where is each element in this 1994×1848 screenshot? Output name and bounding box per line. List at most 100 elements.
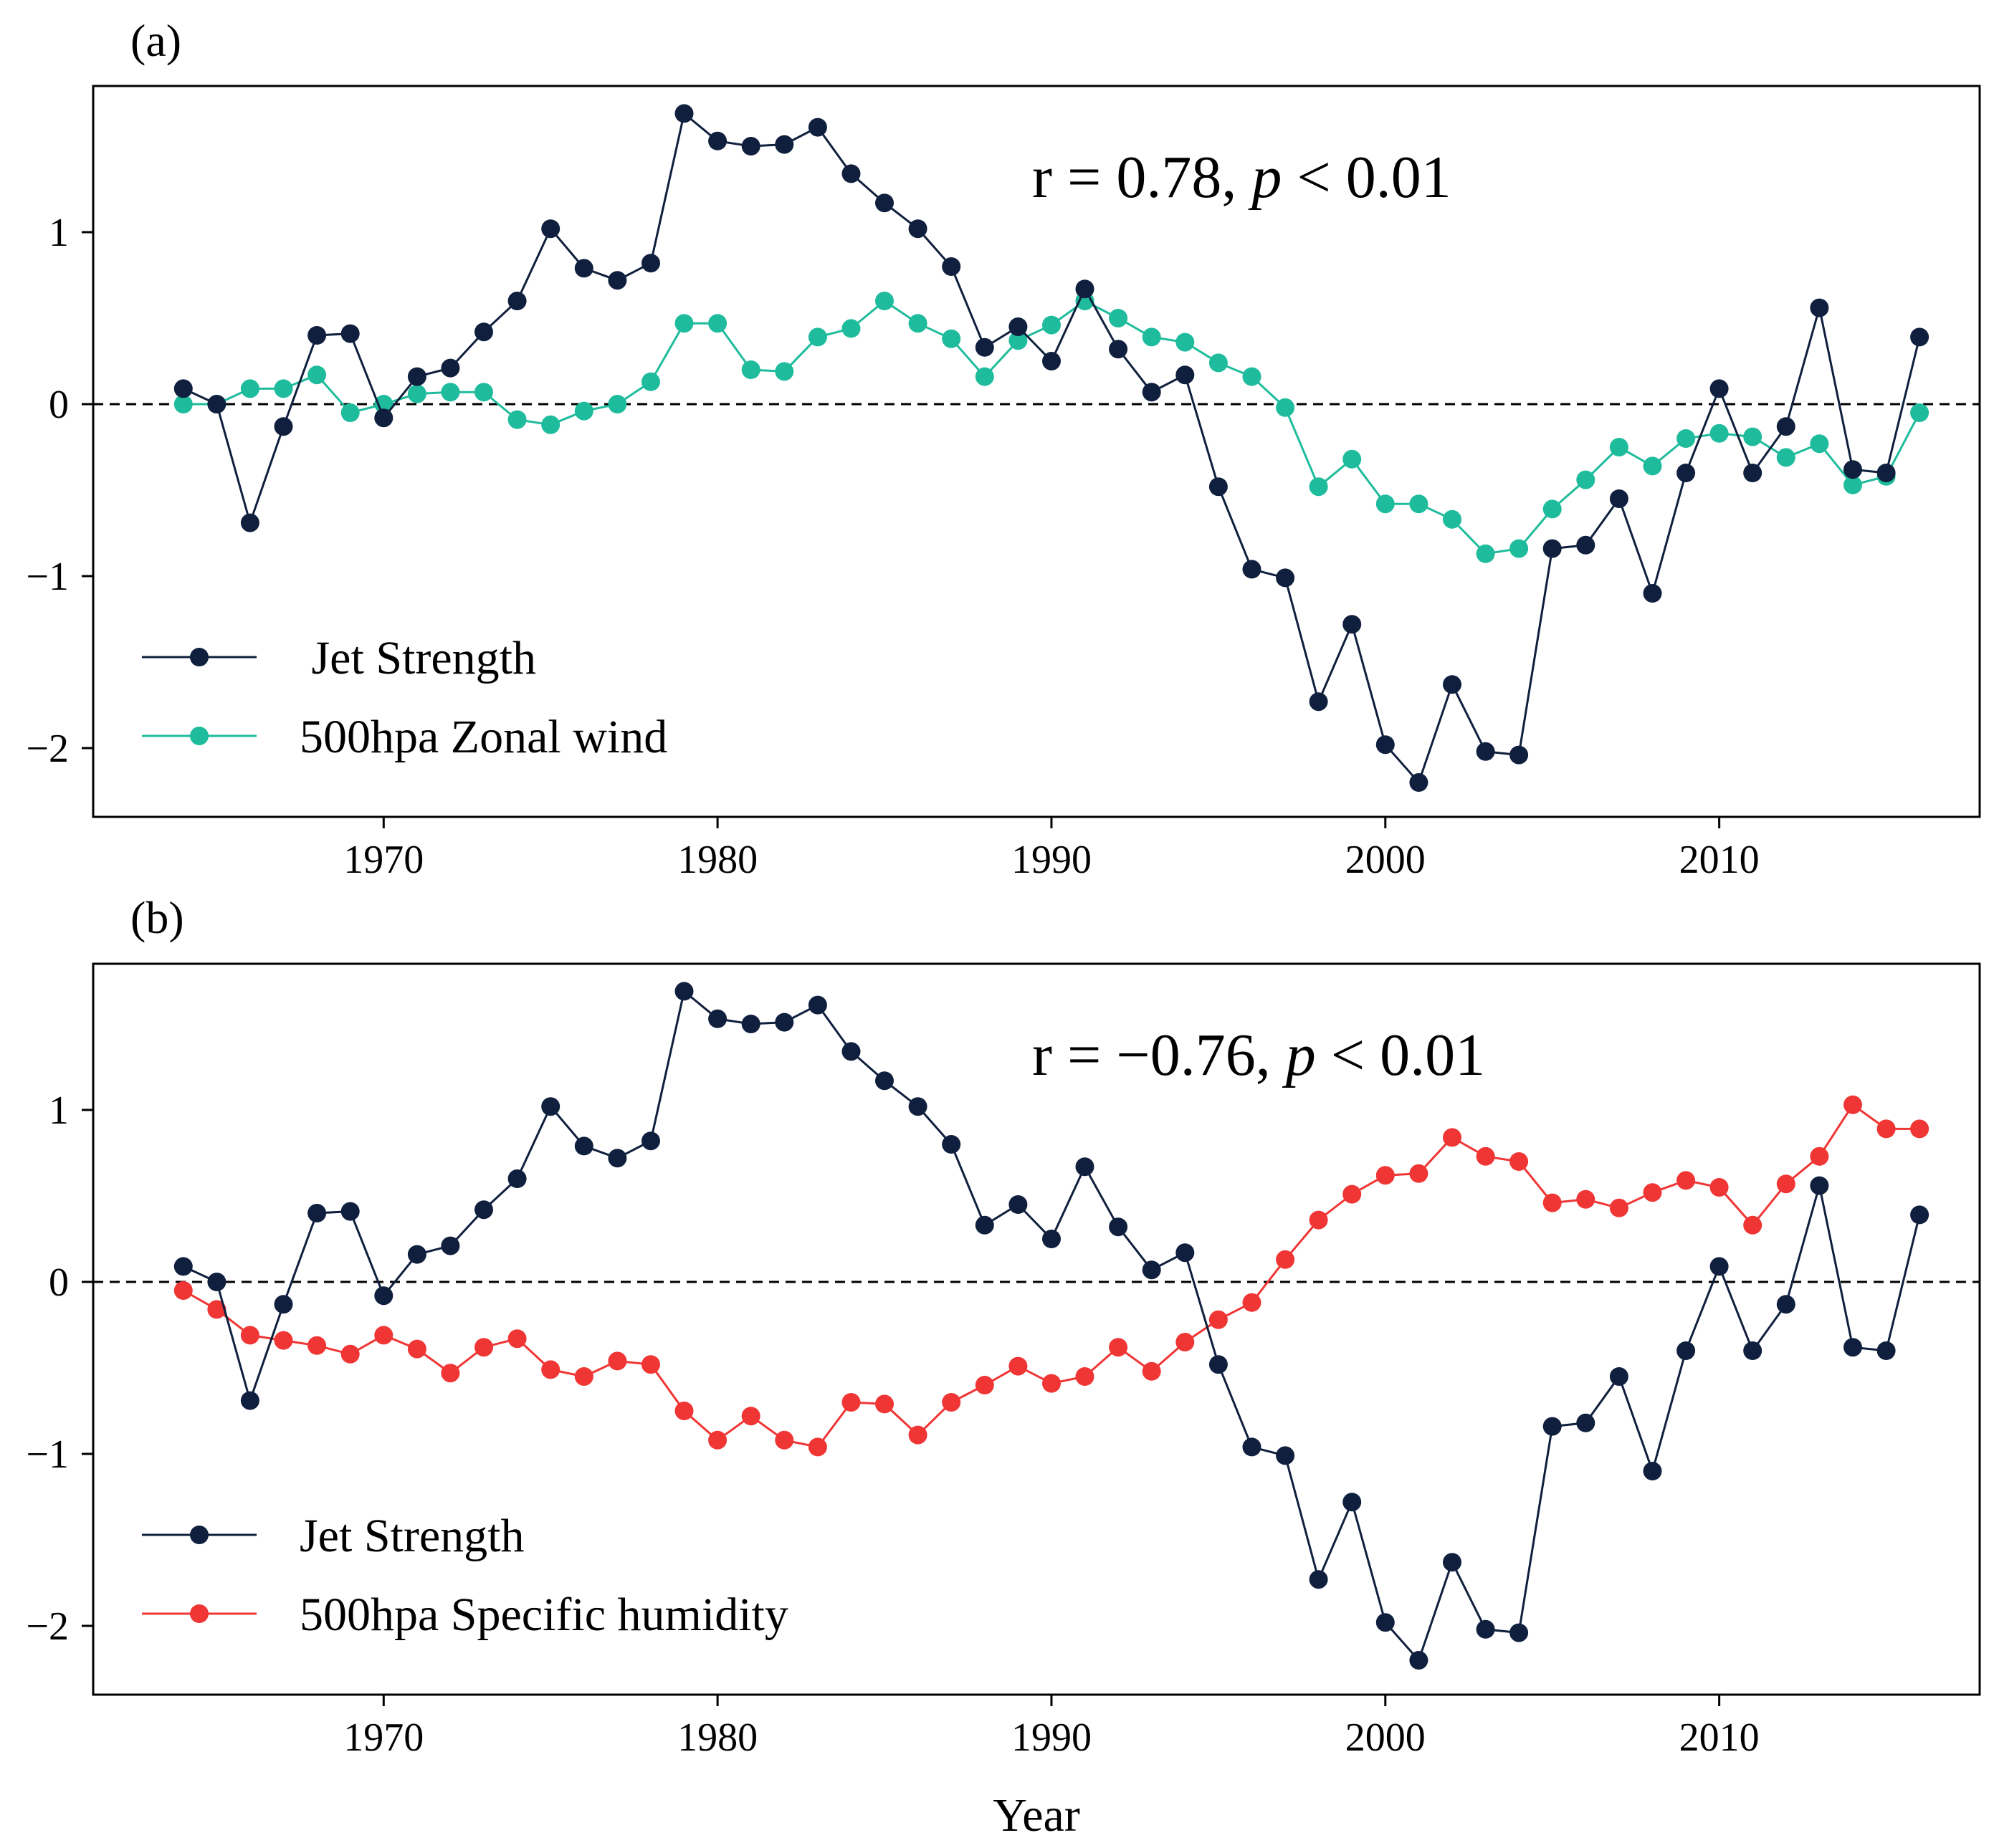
data-point [1375,494,1395,514]
x-tick-label: 1990 [1011,1715,1092,1760]
data-point [207,395,226,413]
y-tick-label: 0 [49,383,69,427]
x-tick-label: 2000 [1345,1715,1426,1760]
data-point [173,1281,193,1300]
series-500hpa-specific-humidity [173,1095,1929,1457]
data-point [1375,1166,1395,1185]
data-point [1476,742,1495,761]
data-point [1142,327,1161,347]
series-500hpa-zonal-wind [173,292,1929,563]
data-point [875,1394,894,1414]
data-point [1910,1119,1929,1139]
data-point [741,1407,760,1426]
data-point [574,1367,593,1386]
data-point [942,257,961,276]
data-point [1242,367,1261,386]
data-point [1643,1183,1662,1202]
data-point [507,1169,527,1188]
data-point [1075,1157,1094,1177]
data-point [207,1273,226,1291]
data-point [507,410,527,429]
legend: Jet Strength 500hpa Zonal wind [142,632,667,763]
data-point [1075,279,1094,299]
data-point [173,395,193,413]
data-point [374,1286,393,1306]
data-point [1743,427,1762,446]
data-point [274,417,293,436]
data-point [1509,1623,1529,1642]
data-point [741,137,760,155]
data-point [1509,745,1529,765]
data-point [1476,1619,1495,1639]
data-point [908,314,927,333]
x-tick-label: 1980 [677,838,758,882]
data-point [1876,1119,1896,1139]
data-point [1743,1341,1762,1360]
data-point [1309,1570,1328,1589]
data-point [1776,1295,1795,1314]
data-point [1709,379,1729,398]
data-point [274,1331,293,1350]
data-point [340,324,360,343]
data-point [674,104,694,123]
data-point [1242,1293,1261,1312]
data-point [1075,1367,1094,1386]
data-point [1709,1178,1729,1197]
data-point [541,219,560,239]
data-point [641,1131,660,1151]
data-point [240,513,259,532]
data-point [1676,1341,1696,1360]
data-point [307,326,327,345]
x-tick-label: 1990 [1011,838,1092,882]
series-jet-strength [173,104,1929,792]
legend-label: 500hpa Specific humidity [300,1589,788,1641]
data-point [1643,1462,1662,1480]
data-point [1409,773,1428,792]
data-point [407,1339,426,1359]
data-point [975,367,994,386]
data-point [1342,1493,1362,1512]
data-point [1309,692,1328,712]
data-point [1876,1341,1896,1360]
data-point [808,1437,827,1457]
y-tick-label: −1 [26,555,69,599]
data-point [608,395,627,413]
panel-label: (a) [130,15,181,66]
data-point [507,292,527,310]
data-point [1008,1195,1028,1214]
data-point [808,327,827,347]
legend-entry-500hpa-specific-humidity: 500hpa Specific humidity [142,1589,788,1641]
data-point [674,982,694,1001]
data-point [1309,477,1328,497]
y-tick-label: −1 [26,1432,69,1477]
data-point [775,135,794,154]
data-point [407,1245,426,1264]
data-point [942,329,961,348]
data-point [708,1009,728,1028]
data-point [1643,584,1662,603]
data-point [1843,460,1862,479]
data-point [1409,1164,1428,1183]
data-point [1910,327,1929,347]
data-point [608,271,627,290]
data-point [541,1360,560,1379]
x-tick-label: 2000 [1345,838,1426,882]
data-point [808,995,827,1015]
data-point [708,131,728,150]
data-point [274,379,293,398]
data-point [1542,539,1562,558]
data-point [641,1355,660,1374]
y-tick-label: 1 [49,211,69,255]
data-point [1276,1250,1295,1269]
data-point [1643,456,1662,476]
data-point [1542,499,1562,519]
legend-label: Jet Strength [300,1510,524,1562]
data-point [975,1215,994,1235]
data-point [1776,1174,1795,1194]
data-point [1542,1193,1562,1212]
data-point [1843,1095,1862,1114]
data-point [340,1202,360,1221]
data-point [1142,1361,1161,1381]
data-point [1910,1205,1929,1225]
